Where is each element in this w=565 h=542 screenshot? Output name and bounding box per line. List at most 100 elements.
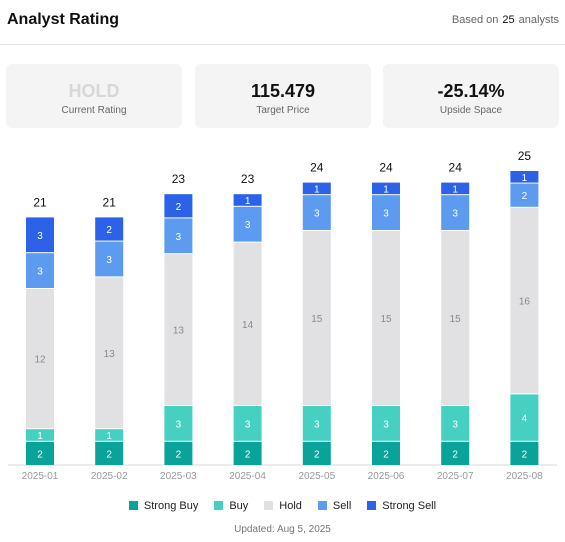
bar-total-label: 21 [103, 195, 117, 209]
legend-swatch [367, 501, 377, 510]
bar-total-label: 24 [379, 161, 393, 175]
segment-value-label: 1 [314, 184, 320, 195]
segment-value-label: 3 [383, 209, 389, 220]
segment-value-label: 3 [245, 220, 251, 231]
bar-segment-sell [441, 195, 470, 230]
legend-swatch [128, 501, 138, 510]
bar-segment-strong-sell [233, 194, 262, 206]
bar-segment-strong-buy [95, 441, 124, 465]
bar-total-label: 24 [310, 161, 324, 175]
analysts-label: analysts [518, 14, 559, 26]
bar-segment-buy [441, 406, 470, 441]
target-price-value: 115.479 [250, 81, 316, 101]
upside-space-card: -25.14% Upside Space [383, 64, 559, 128]
rating-chart: 211233212025-01211332212025-022313322320… [8, 149, 557, 482]
bar-segment-strong-sell [441, 182, 470, 195]
current-rating-card: HOLD Current Rating [6, 64, 182, 128]
x-tick-label: 2025-07 [437, 471, 474, 482]
segment-value-label: 3 [37, 267, 43, 278]
bar-segment-strong-buy [26, 441, 54, 465]
bar-segment-buy [95, 429, 124, 441]
analyst-count-value: 25 [502, 14, 515, 26]
bar-segment-buy [233, 406, 262, 441]
bar-segment-hold [164, 254, 193, 405]
bar-segment-sell [233, 206, 262, 242]
bar-segment-sell [95, 241, 124, 277]
segment-value-label: 13 [104, 349, 116, 360]
current-rating-label: Current Rating [61, 105, 127, 116]
segment-value-label: 1 [106, 431, 112, 442]
x-tick-label: 2025-03 [160, 471, 197, 482]
legend-item-strong-buy[interactable]: Strong Buy [128, 500, 198, 512]
bar-total-label: 24 [449, 161, 463, 175]
bar-segment-sell [302, 195, 331, 230]
bar-segment-hold [441, 231, 470, 405]
segment-value-label: 2 [452, 449, 458, 460]
x-tick-label: 2025-08 [506, 471, 543, 482]
upside-space-label: Upside Space [439, 105, 503, 116]
segment-value-label: 15 [380, 314, 392, 325]
segment-value-label: 3 [383, 419, 389, 430]
bar-segment-sell [26, 253, 54, 288]
bar-total-label: 25 [518, 149, 532, 163]
current-rating-value: HOLD [68, 81, 120, 101]
segment-value-label: 3 [452, 209, 458, 220]
segment-value-label: 2 [106, 225, 112, 236]
legend-swatch [214, 501, 224, 510]
bar-segment-sell [372, 195, 400, 230]
bar-segment-sell [510, 183, 539, 207]
bar-segment-strong-sell [26, 217, 54, 253]
legend-item-hold[interactable]: Hold [264, 500, 302, 512]
bar-segment-hold [233, 242, 262, 405]
bar-segment-buy [164, 406, 193, 441]
bar-segment-strong-buy [441, 441, 470, 465]
bar-segment-strong-buy [164, 441, 193, 465]
bar-segment-strong-sell [372, 182, 400, 195]
x-tick-label: 2025-06 [368, 471, 405, 482]
bar-segment-hold [372, 231, 400, 405]
target-price-label: Target Price [256, 105, 310, 116]
bar-segment-strong-buy [302, 441, 331, 465]
segment-value-label: 3 [452, 419, 458, 430]
legend-item-sell[interactable]: Sell [317, 500, 352, 512]
segment-value-label: 1 [245, 196, 251, 207]
x-tick-label: 2025-05 [298, 471, 335, 482]
segment-value-label: 2 [176, 449, 182, 460]
segment-value-label: 2 [176, 202, 182, 213]
segment-value-label: 1 [452, 184, 458, 195]
legend-swatch [264, 501, 274, 510]
segment-value-label: 12 [34, 355, 46, 366]
bar-segment-strong-sell [95, 217, 124, 241]
bar-total-label: 21 [33, 195, 47, 209]
x-tick-label: 2025-01 [22, 471, 59, 482]
segment-value-label: 2 [522, 449, 528, 460]
bar-segment-hold [510, 207, 539, 394]
bar-segment-sell [164, 218, 193, 254]
bar-segment-strong-buy [372, 441, 400, 465]
legend-item-buy[interactable]: Buy [214, 500, 248, 512]
legend-label: Sell [332, 500, 352, 512]
segment-value-label: 2 [106, 449, 112, 460]
bar-segment-buy [26, 429, 54, 441]
segment-value-label: 1 [522, 173, 528, 184]
bar-segment-buy [372, 406, 400, 441]
segment-value-label: 2 [37, 449, 43, 460]
segment-value-label: 3 [176, 232, 182, 243]
upside-space-value: -25.14% [437, 81, 505, 101]
bar-segment-hold [302, 231, 331, 405]
analyst-count: Based on 25 analysts [452, 14, 559, 26]
chart-legend: Strong Buy Buy Hold Sell Strong Sell [0, 500, 565, 512]
legend-swatch [317, 501, 327, 510]
x-tick-label: 2025-04 [229, 471, 266, 482]
updated-timestamp: Updated: Aug 5, 2025 [234, 524, 331, 535]
segment-value-label: 2 [245, 449, 251, 460]
segment-value-label: 3 [245, 419, 251, 430]
based-on-label: Based on [451, 14, 499, 26]
segment-value-label: 2 [383, 449, 389, 460]
bar-total-label: 23 [172, 172, 186, 186]
segment-value-label: 2 [522, 191, 528, 202]
legend-item-strong-sell[interactable]: Strong Sell [367, 500, 436, 512]
bar-segment-strong-sell [510, 171, 539, 183]
bar-segment-buy [510, 394, 539, 441]
segment-value-label: 16 [519, 297, 531, 308]
